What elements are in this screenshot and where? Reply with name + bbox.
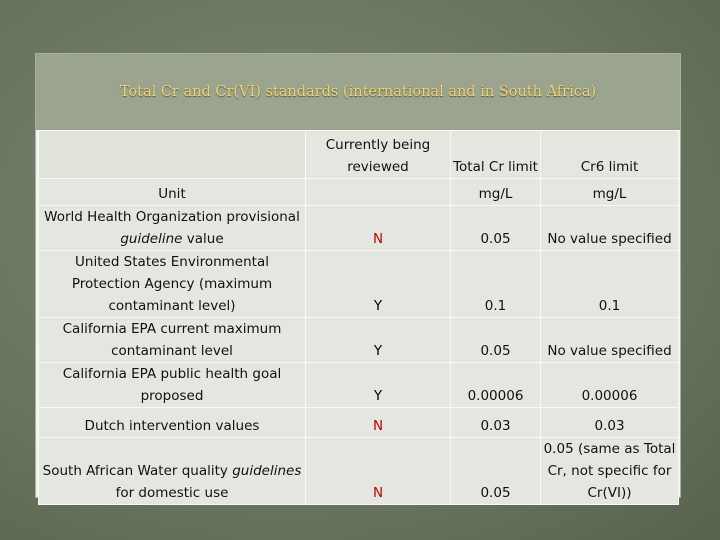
label-text: South African Water quality: [42, 463, 233, 479]
data-row: South African Water quality guidelines f…: [38, 437, 679, 505]
unit-cell: mg/L: [450, 178, 541, 206]
total-cr-cell: 0.1: [450, 250, 541, 318]
total-cr-cell: 0.05: [450, 437, 541, 505]
header-row: Currently being reviewed Total Cr limit Cr…: [38, 130, 679, 179]
data-row: United States Environmental Protection A…: [38, 250, 679, 318]
row-label: South African Water quality guidelines f…: [38, 437, 306, 505]
total-cr-cell: 0.05: [450, 317, 541, 363]
row-label: Unit: [38, 178, 306, 206]
row-label: United States Environmental Protection A…: [38, 250, 306, 318]
total-cr-cell: 0.00006: [450, 362, 541, 408]
total-cr-cell: 0.05: [450, 205, 541, 251]
label-text: for domestic use: [115, 485, 229, 501]
cr6-cell: No value specified: [540, 317, 679, 363]
label-text: California EPA current maximum contamina…: [62, 321, 282, 359]
label-text: Dutch intervention values: [84, 418, 260, 434]
row-label: Dutch intervention values: [38, 407, 306, 438]
units-row: Unit mg/L mg/L: [38, 178, 679, 206]
label-text: value: [182, 231, 224, 247]
column-header: Currently being reviewed: [305, 130, 451, 179]
data-row: Dutch intervention values N 0.03 0.03: [38, 407, 679, 438]
reviewed-cell: Y: [305, 362, 451, 408]
label-text: United States Environmental Protection A…: [71, 254, 273, 314]
row-label: California EPA public health goal propos…: [38, 362, 306, 408]
cr6-cell: 0.00006: [540, 362, 679, 408]
data-row: California EPA public health goal propos…: [38, 362, 679, 408]
row-label: World Health Organization provisional gu…: [38, 205, 306, 251]
data-row: California EPA current maximum contamina…: [38, 317, 679, 363]
empty-cell: [38, 130, 306, 179]
empty-cell: [305, 178, 451, 206]
reviewed-cell: N: [305, 437, 451, 505]
reviewed-cell: N: [305, 205, 451, 251]
slide: Total Cr and Cr(VI) standards (internati…: [36, 54, 680, 505]
slide-title: Total Cr and Cr(VI) standards (internati…: [36, 54, 680, 130]
standards-table: Currently being reviewed Total Cr limit Cr…: [38, 130, 679, 505]
label-text: California EPA public health goal propos…: [62, 366, 282, 404]
column-header: Total Cr limit: [450, 130, 541, 179]
cr6-cell: 0.1: [540, 250, 679, 318]
unit-cell: mg/L: [540, 178, 679, 206]
label-text: World Health Organization provisional: [44, 209, 300, 225]
cr6-cell: 0.05 (same as Total Cr, not specific for…: [540, 437, 679, 505]
reviewed-cell: Y: [305, 317, 451, 363]
row-label: California EPA current maximum contamina…: [38, 317, 306, 363]
reviewed-cell: Y: [305, 250, 451, 318]
total-cr-cell: 0.03: [450, 407, 541, 438]
data-row: World Health Organization provisional gu…: [38, 205, 679, 251]
cr6-cell: 0.03: [540, 407, 679, 438]
cr6-cell: No value specified: [540, 205, 679, 251]
label-text: guidelines: [232, 463, 302, 479]
reviewed-cell: N: [305, 407, 451, 438]
column-header: Cr6 limit: [540, 130, 679, 179]
label-text: guideline: [120, 231, 183, 247]
